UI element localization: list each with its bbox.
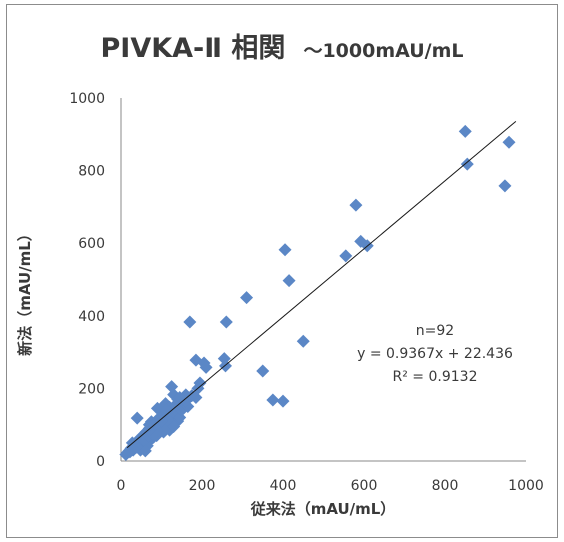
data-point	[278, 243, 292, 257]
data-point	[502, 135, 516, 149]
data-point	[296, 334, 310, 348]
data-point	[349, 198, 363, 212]
data-point	[142, 418, 156, 432]
data-points	[119, 124, 516, 461]
chart-title-main: PIVKA-Ⅱ 相関	[100, 33, 286, 64]
y-axis-label: 新法（mAU/mL）	[16, 226, 34, 356]
x-axis-label: 従来法（mAU/mL）	[250, 500, 396, 518]
trendline	[126, 120, 517, 449]
x-tick-label: 600	[351, 478, 378, 494]
data-point	[339, 249, 353, 263]
data-point	[498, 179, 512, 193]
x-tick-label: 400	[270, 478, 297, 494]
chart-axes	[120, 98, 526, 462]
data-point	[256, 364, 270, 378]
x-tick-label: 800	[432, 478, 459, 494]
data-point	[167, 420, 181, 434]
chart-title: PIVKA-Ⅱ 相関 ～1000mAU/mL	[0, 26, 564, 65]
chart-subtitle: ～1000mAU/mL	[303, 40, 464, 62]
annotation-equation: y = 0.9367x + 22.436	[357, 346, 513, 362]
trendline-group	[126, 120, 517, 449]
data-point	[199, 360, 213, 374]
data-point	[150, 429, 164, 443]
x-tick-label: 0	[117, 478, 126, 494]
y-tick-label: 0	[96, 454, 105, 470]
x-tick-label: 200	[189, 478, 216, 494]
y-tick-label: 600	[78, 236, 105, 252]
data-point	[240, 291, 254, 305]
chart-frame	[6, 4, 558, 538]
y-tick-label: 200	[78, 381, 105, 397]
data-point	[458, 124, 472, 138]
data-point	[129, 440, 143, 454]
data-point	[185, 389, 199, 403]
data-point	[183, 315, 197, 329]
data-point	[276, 394, 290, 408]
data-point	[130, 411, 144, 425]
data-point	[266, 393, 280, 407]
annotation-r-squared: R² = 0.9132	[393, 369, 478, 385]
data-point	[219, 315, 233, 329]
data-point	[159, 403, 173, 417]
x-tick-label: 1000	[508, 478, 544, 494]
y-tick-label: 800	[78, 164, 105, 180]
data-point	[460, 157, 474, 171]
annotation-n: n=92	[416, 323, 454, 339]
data-point	[282, 274, 296, 288]
tick-labels: 0 200 400 600 800 1000 0 200 400 600 800 1000	[69, 91, 543, 494]
data-point	[150, 401, 164, 415]
y-tick-label: 1000	[69, 91, 105, 107]
data-point	[155, 414, 168, 428]
y-tick-label: 400	[78, 309, 105, 325]
